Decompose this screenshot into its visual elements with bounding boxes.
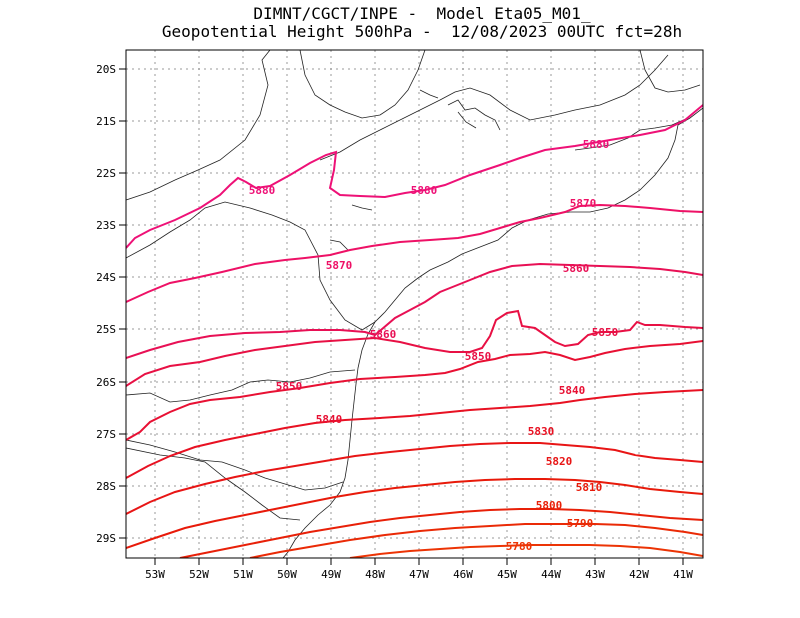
lon-label: 45W: [497, 568, 517, 581]
lon-label: 43W: [585, 568, 605, 581]
state-border-pr-sc: [126, 369, 356, 403]
label-5810: 5810: [576, 481, 603, 494]
lat-label: 28S: [96, 480, 116, 493]
contour-5850: [126, 309, 703, 387]
lake-lines: [329, 89, 501, 251]
coastline-borders: [126, 50, 703, 558]
contour-5820: [126, 442, 703, 515]
label-5850-b: 5850: [465, 350, 492, 363]
lon-label: 52W: [189, 568, 209, 581]
lat-label: 25S: [96, 323, 116, 336]
lat-label: 27S: [96, 428, 116, 441]
tick-marks: [119, 68, 684, 565]
lon-label: 51W: [233, 568, 253, 581]
lon-label: 48W: [365, 568, 385, 581]
state-border-mg-sp: [319, 54, 669, 161]
contour-5840: [126, 340, 703, 441]
state-border-ms: [126, 50, 271, 201]
lon-label: 47W: [409, 568, 429, 581]
contour-5860: [126, 262, 703, 359]
lat-label: 20S: [96, 63, 116, 76]
label-5860-b: 5860: [563, 262, 590, 275]
label-5830: 5830: [528, 425, 555, 438]
contour-5830: [126, 389, 703, 479]
label-5790: 5790: [567, 517, 594, 530]
label-5880-b: 5880: [411, 184, 438, 197]
label-5870-a: 5870: [326, 259, 353, 272]
lon-label: 53W: [145, 568, 165, 581]
map-frame: [125, 49, 704, 559]
lat-label: 29S: [96, 532, 116, 545]
grid-lines: [126, 50, 703, 558]
label-5860-a: 5860: [370, 328, 397, 341]
label-5780: 5780: [506, 540, 533, 553]
label-5850-c: 5850: [592, 326, 619, 339]
chart-title-line2: Geopotential Height 500hPa - 12/08/2023 …: [161, 22, 683, 41]
state-border-mg-rj: [574, 117, 689, 151]
lat-label: 23S: [96, 219, 116, 232]
contour-5880: [126, 104, 703, 249]
lon-label: 42W: [629, 568, 649, 581]
label-5880-c: 5880: [583, 138, 610, 151]
contour-5800: [179, 508, 703, 558]
label-5840-a: 5840: [316, 413, 343, 426]
label-5800: 5800: [536, 499, 563, 512]
label-5820: 5820: [546, 455, 573, 468]
state-border-es: [639, 50, 701, 93]
lon-label: 50W: [277, 568, 297, 581]
lon-label: 44W: [541, 568, 561, 581]
lat-label: 21S: [96, 115, 116, 128]
coastline: [282, 107, 703, 558]
state-border-go: [299, 50, 426, 119]
label-5850-a: 5850: [276, 380, 303, 393]
lon-label: 41W: [673, 568, 693, 581]
contour-5810: [126, 478, 703, 549]
contour-5790: [249, 523, 703, 558]
contour-5870: [126, 203, 703, 303]
state-border-sp-pr: [126, 201, 376, 331]
label-5880-a: 5880: [249, 184, 276, 197]
contour-5780: [349, 544, 703, 558]
chart-title-line1: DIMNT/CGCT/INPE - Model Eta05_M01_: [253, 4, 591, 23]
lat-label: 22S: [96, 167, 116, 180]
label-5840-b: 5840: [559, 384, 586, 397]
state-border-sc-rs: [126, 439, 344, 491]
lat-label: 24S: [96, 271, 116, 284]
lon-label: 49W: [321, 568, 341, 581]
lat-label: 26S: [96, 376, 116, 389]
lon-label: 46W: [453, 568, 473, 581]
label-5870-b: 5870: [570, 197, 597, 210]
